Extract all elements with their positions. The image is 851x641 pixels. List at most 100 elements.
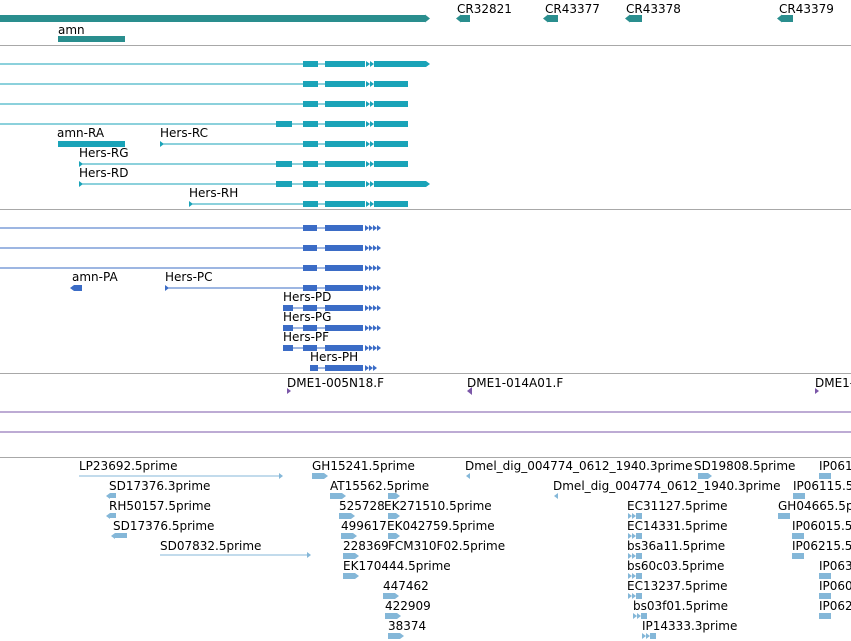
est-block[interactable] (385, 613, 397, 619)
est-block[interactable] (792, 553, 804, 559)
protein-exon[interactable] (325, 225, 363, 231)
est-label[interactable]: 38374 (388, 619, 427, 633)
protein-label-amn-pa[interactable]: amn-PA (72, 270, 118, 284)
transcript-label-hers-rd[interactable]: Hers-RD (79, 166, 129, 180)
transcript-strand-arrow[interactable] (366, 141, 370, 147)
protein-strand-arrow[interactable] (369, 225, 373, 231)
protein-strand-arrow[interactable] (373, 245, 377, 251)
transcript-exon[interactable] (303, 61, 318, 67)
gene-label-cr32821[interactable]: CR32821 (457, 2, 512, 16)
protein-exon[interactable] (283, 305, 293, 311)
est-label[interactable]: EK271510.5prime (384, 499, 492, 513)
est-block[interactable] (636, 593, 642, 599)
clone-glyph[interactable] (287, 388, 291, 394)
est-label[interactable]: IP14333.3prime (642, 619, 738, 633)
est-arrow[interactable] (106, 493, 110, 499)
est-label[interactable]: IP06215.5 (792, 539, 851, 553)
est-label[interactable]: bs03f01.5prime (633, 599, 729, 613)
protein-exon[interactable] (325, 325, 363, 331)
protein-exon[interactable] (325, 265, 363, 271)
protein-exon[interactable] (325, 305, 363, 311)
est-block[interactable] (636, 553, 642, 559)
est-arrow[interactable] (396, 533, 400, 539)
est-arrow[interactable] (324, 473, 328, 479)
transcript-exon[interactable] (276, 121, 292, 127)
protein-exon[interactable] (303, 245, 317, 251)
protein-strand-arrow[interactable] (365, 325, 369, 331)
protein-strand-arrow[interactable] (373, 225, 377, 231)
protein-strand-arrow[interactable] (377, 285, 381, 291)
gene-label-amn[interactable]: amn (58, 23, 85, 37)
est-label[interactable]: EC14331.5prime (627, 519, 728, 533)
transcript-exon[interactable] (303, 81, 318, 87)
protein-strand-arrow[interactable] (369, 345, 373, 351)
est-label[interactable]: SD17376.5prime (113, 519, 215, 533)
est-label[interactable]: AT15562.5prime (330, 479, 430, 493)
protein-strand-arrow[interactable] (365, 225, 369, 231)
transcript-exon-amn-ra[interactable] (58, 141, 125, 147)
est-label[interactable]: EC31127.5prime (627, 499, 728, 513)
est-label[interactable]: SD07832.5prime (160, 539, 262, 553)
protein-strand-arrow[interactable] (369, 325, 373, 331)
gene-label-cr43379[interactable]: CR43379 (779, 2, 834, 16)
clone-label-dme1-005n18[interactable]: DME1-005N18.F (287, 376, 385, 390)
protein-strand-arrow[interactable] (369, 285, 373, 291)
est-label[interactable]: IP062 (819, 599, 851, 613)
protein-exon[interactable] (303, 325, 317, 331)
est-arrow[interactable] (279, 473, 283, 479)
est-block[interactable] (341, 533, 353, 539)
est-arrow[interactable] (111, 533, 115, 539)
transcript-exon[interactable] (303, 161, 318, 167)
est-block[interactable] (819, 473, 831, 479)
transcript-strand-arrow[interactable] (366, 61, 370, 67)
protein-strand-arrow[interactable] (377, 225, 381, 231)
protein-strand-arrow[interactable] (373, 365, 377, 371)
est-label[interactable]: SD17376.3prime (109, 479, 211, 493)
gene-glyph[interactable] (548, 15, 558, 22)
est-label[interactable]: Dmel_dig_004774_0612_1940.3prime (465, 459, 693, 473)
protein-strand-arrow[interactable] (369, 305, 373, 311)
est-label[interactable]: 499617 (341, 519, 387, 533)
est-block[interactable] (388, 533, 396, 539)
gene-glyph[interactable] (630, 15, 642, 22)
est-block[interactable] (793, 493, 805, 499)
est-arrow[interactable] (628, 513, 632, 519)
est-arrow[interactable] (355, 553, 359, 559)
transcript-exon[interactable] (303, 121, 318, 127)
est-arrow[interactable] (396, 493, 400, 499)
protein-strand-arrow[interactable] (365, 285, 369, 291)
est-arrow[interactable] (628, 573, 632, 579)
est-arrow[interactable] (632, 533, 636, 539)
est-arrow[interactable] (396, 513, 400, 519)
protein-strand-arrow[interactable] (377, 305, 381, 311)
est-arrow[interactable] (342, 493, 346, 499)
est-label[interactable]: bs36a11.5prime (627, 539, 726, 553)
est-label[interactable]: RH50157.5prime (109, 499, 211, 513)
protein-exon[interactable] (303, 225, 317, 231)
clone-glyph[interactable] (467, 387, 472, 395)
est-block[interactable] (636, 513, 642, 519)
transcript-strand-arrow[interactable] (370, 121, 374, 127)
est-arrow[interactable] (353, 533, 357, 539)
est-label[interactable]: SD19808.5prime (694, 459, 796, 473)
transcript-exon[interactable] (325, 81, 365, 87)
est-label[interactable]: 447462 (383, 579, 429, 593)
protein-strand-arrow[interactable] (365, 345, 369, 351)
est-arrow[interactable] (307, 552, 311, 558)
est-arrow[interactable] (628, 533, 632, 539)
protein-label-hers-pf[interactable]: Hers-PF (283, 330, 330, 344)
est-arrow[interactable] (397, 613, 401, 619)
est-block[interactable] (339, 513, 351, 519)
est-arrow[interactable] (628, 553, 632, 559)
clone-glyph[interactable] (815, 388, 819, 394)
est-arrow[interactable] (708, 473, 712, 479)
est-block[interactable] (388, 493, 396, 499)
est-label[interactable]: 228369 (343, 539, 389, 553)
protein-strand-arrow[interactable] (365, 305, 369, 311)
protein-exon[interactable] (325, 365, 363, 371)
protein-strand-arrow[interactable] (377, 245, 381, 251)
protein-strand-arrow[interactable] (377, 345, 381, 351)
protein-strand-arrow[interactable] (365, 265, 369, 271)
est-arrow[interactable] (642, 633, 646, 639)
transcript-strand-arrow[interactable] (366, 161, 370, 167)
